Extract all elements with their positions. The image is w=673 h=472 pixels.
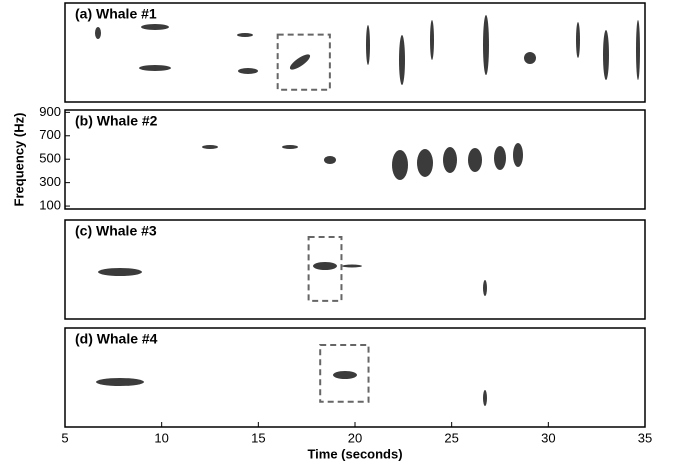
spectrogram-texture xyxy=(95,15,640,406)
panel-frame xyxy=(64,219,646,320)
panel-title: (d) Whale #4 xyxy=(75,331,158,347)
x-tick-label: 25 xyxy=(444,430,458,445)
y-tick-label: 500 xyxy=(39,151,61,166)
highlight-box xyxy=(276,33,331,91)
x-tick-label: 35 xyxy=(638,430,652,445)
highlight-box xyxy=(319,343,370,403)
panel-title: (a) Whale #1 xyxy=(75,6,157,22)
panel-title: (c) Whale #3 xyxy=(75,223,157,239)
y-tick-label: 100 xyxy=(39,198,61,213)
y-tick-label: 300 xyxy=(39,174,61,189)
panel-frame xyxy=(64,2,646,103)
x-axis-label: Time (seconds) xyxy=(307,446,402,461)
x-tick-label: 20 xyxy=(348,430,362,445)
y-tick-label: 700 xyxy=(39,127,61,142)
x-tick-label: 30 xyxy=(541,430,555,445)
panel-title: (b) Whale #2 xyxy=(75,113,158,129)
y-tick-label: 900 xyxy=(39,104,61,119)
y-axis-label: Frequency (Hz) xyxy=(11,113,26,207)
x-tick-label: 5 xyxy=(61,430,68,445)
x-tick-label: 15 xyxy=(251,430,265,445)
highlight-box xyxy=(307,235,343,302)
x-tick-label: 10 xyxy=(154,430,168,445)
